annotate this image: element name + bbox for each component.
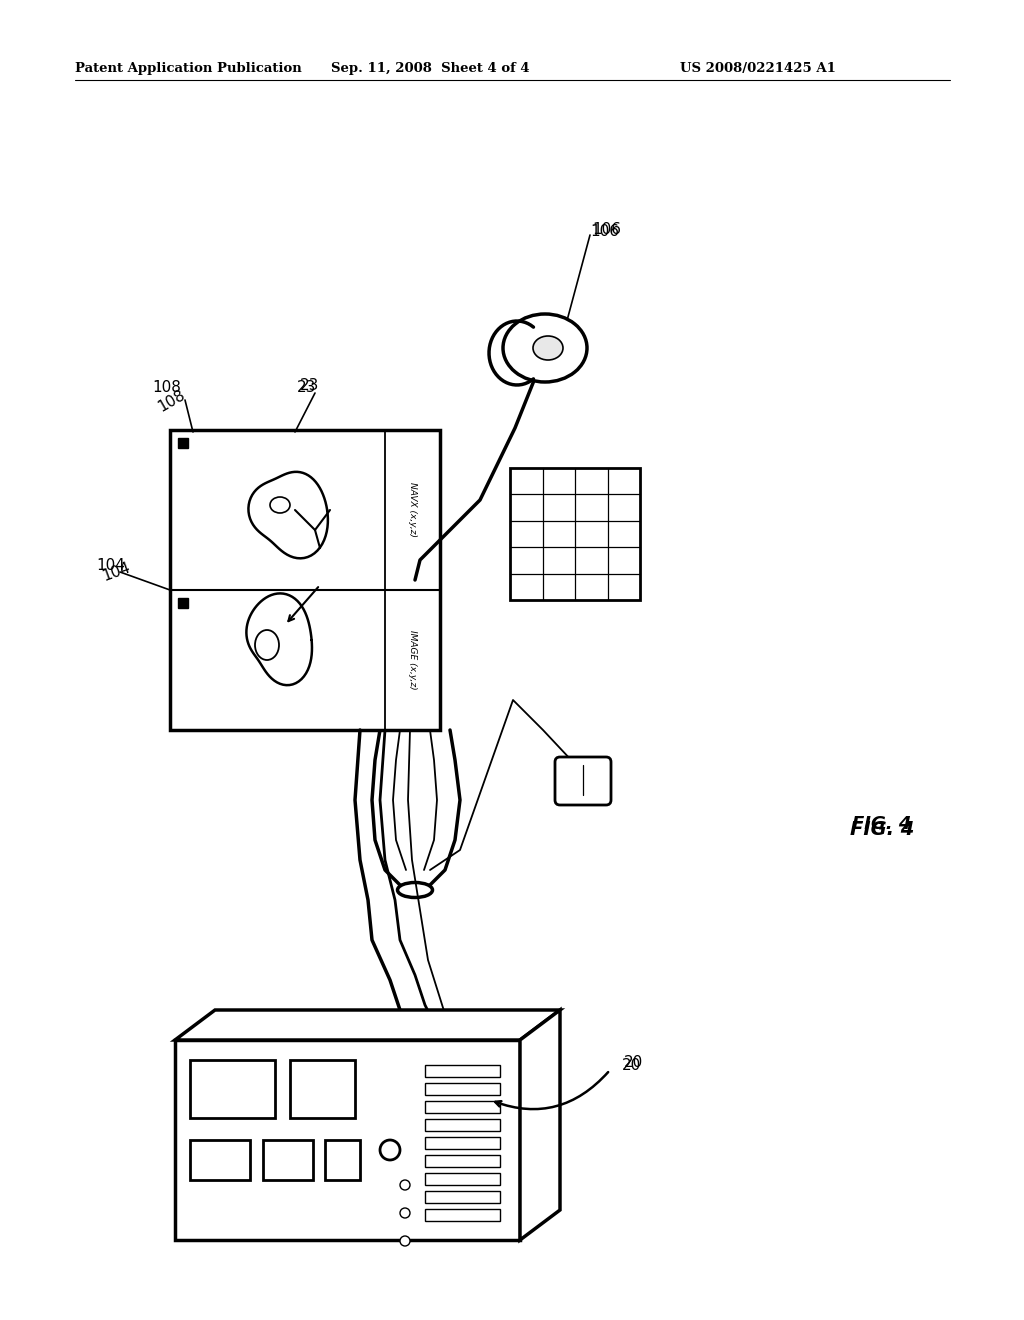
Text: 23: 23	[300, 378, 319, 393]
Text: 108: 108	[155, 387, 187, 414]
Ellipse shape	[397, 883, 432, 898]
Polygon shape	[520, 1010, 560, 1239]
Bar	[325, 1140, 360, 1180]
Bar	[425, 1155, 500, 1167]
Polygon shape	[175, 1010, 560, 1040]
Circle shape	[400, 1180, 410, 1191]
Bar	[425, 1209, 500, 1221]
Text: 20: 20	[624, 1055, 643, 1071]
Bar	[425, 1101, 500, 1113]
Bar	[425, 1065, 500, 1077]
Bar	[190, 1140, 250, 1180]
Bar	[178, 598, 188, 609]
Polygon shape	[510, 469, 640, 601]
Ellipse shape	[534, 337, 563, 360]
Bar	[425, 1082, 500, 1096]
Ellipse shape	[503, 314, 587, 381]
Text: 108: 108	[152, 380, 181, 395]
Text: 20: 20	[622, 1059, 641, 1073]
Text: FIG. 4: FIG. 4	[850, 820, 914, 840]
Bar	[425, 1137, 500, 1148]
Bar	[425, 1191, 500, 1203]
Text: 106: 106	[590, 224, 618, 239]
Circle shape	[400, 1236, 410, 1246]
Text: 104: 104	[100, 560, 132, 583]
Circle shape	[400, 1208, 410, 1218]
FancyBboxPatch shape	[555, 756, 611, 805]
Bar	[425, 1119, 500, 1131]
Ellipse shape	[255, 630, 279, 660]
Text: IMAGE (x,y,z): IMAGE (x,y,z)	[409, 630, 418, 690]
Polygon shape	[170, 430, 440, 730]
Text: 104: 104	[96, 558, 125, 573]
Bar	[263, 1140, 313, 1180]
Text: FIG. 4: FIG. 4	[852, 814, 911, 833]
Bar	[178, 438, 188, 447]
Bar	[425, 1173, 500, 1185]
Text: 23: 23	[297, 380, 316, 395]
Text: US 2008/0221425 A1: US 2008/0221425 A1	[680, 62, 836, 75]
Text: Sep. 11, 2008  Sheet 4 of 4: Sep. 11, 2008 Sheet 4 of 4	[331, 62, 529, 75]
Ellipse shape	[270, 498, 290, 513]
Polygon shape	[175, 1040, 520, 1239]
Circle shape	[380, 1140, 400, 1160]
Text: NAVX (x,y,z): NAVX (x,y,z)	[409, 483, 418, 537]
Text: 106: 106	[592, 222, 621, 238]
Text: Patent Application Publication: Patent Application Publication	[75, 62, 302, 75]
Bar	[190, 1060, 275, 1118]
Bar	[290, 1060, 355, 1118]
